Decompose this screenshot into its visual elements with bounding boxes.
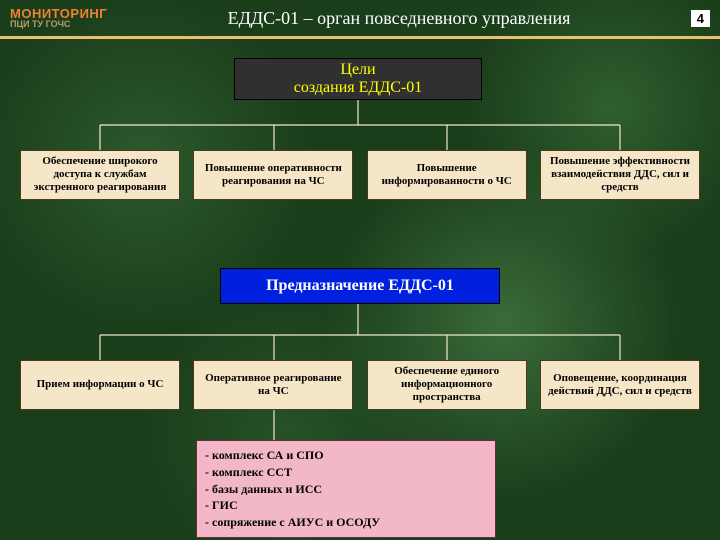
goal-box: Обеспечение широкого доступа к службам э… [20,150,180,200]
goal-box: Повышение информированности о ЧС [367,150,527,200]
goals-line2: создания ЕДДС-01 [235,79,481,97]
logo-area: МОНИТОРИНГ ПЦИ ТУ ГОЧС [10,7,107,29]
component-item: - ГИС [205,497,487,514]
goal-box: Повышение эффективности взаимодействия Д… [540,150,700,200]
component-item: - комплекс СА и СПО [205,447,487,464]
goals-title-box: Цели создания ЕДДС-01 [234,58,482,100]
purpose-box: Обеспечение единого информационного прос… [367,360,527,410]
component-item: - базы данных и ИСС [205,481,487,498]
component-item: - сопряжение с АИУС и ОСОДУ [205,514,487,531]
purpose-box: Прием информации о ЧС [20,360,180,410]
purpose-row: Прием информации о ЧС Оперативное реагир… [20,360,700,410]
purpose-box: Оповещение, координация действий ДДС, си… [540,360,700,410]
goals-row: Обеспечение широкого доступа к службам э… [20,150,700,200]
component-item: - комплекс ССТ [205,464,487,481]
goal-box: Повышение оперативности реагирования на … [193,150,353,200]
page-number: 4 [691,10,710,27]
header: МОНИТОРИНГ ПЦИ ТУ ГОЧС ЕДДС-01 – орган п… [0,0,720,36]
components-box: - комплекс СА и СПО - комплекс ССТ - баз… [196,440,496,538]
page-title: ЕДДС-01 – орган повседневного управления [107,8,691,29]
goals-line1: Цели [235,61,481,79]
header-divider [0,36,720,39]
logo-subtext: ПЦИ ТУ ГОЧС [10,20,107,29]
purpose-title-box: Предназначение ЕДДС-01 [220,268,500,304]
purpose-box: Оперативное реагирование на ЧС [193,360,353,410]
